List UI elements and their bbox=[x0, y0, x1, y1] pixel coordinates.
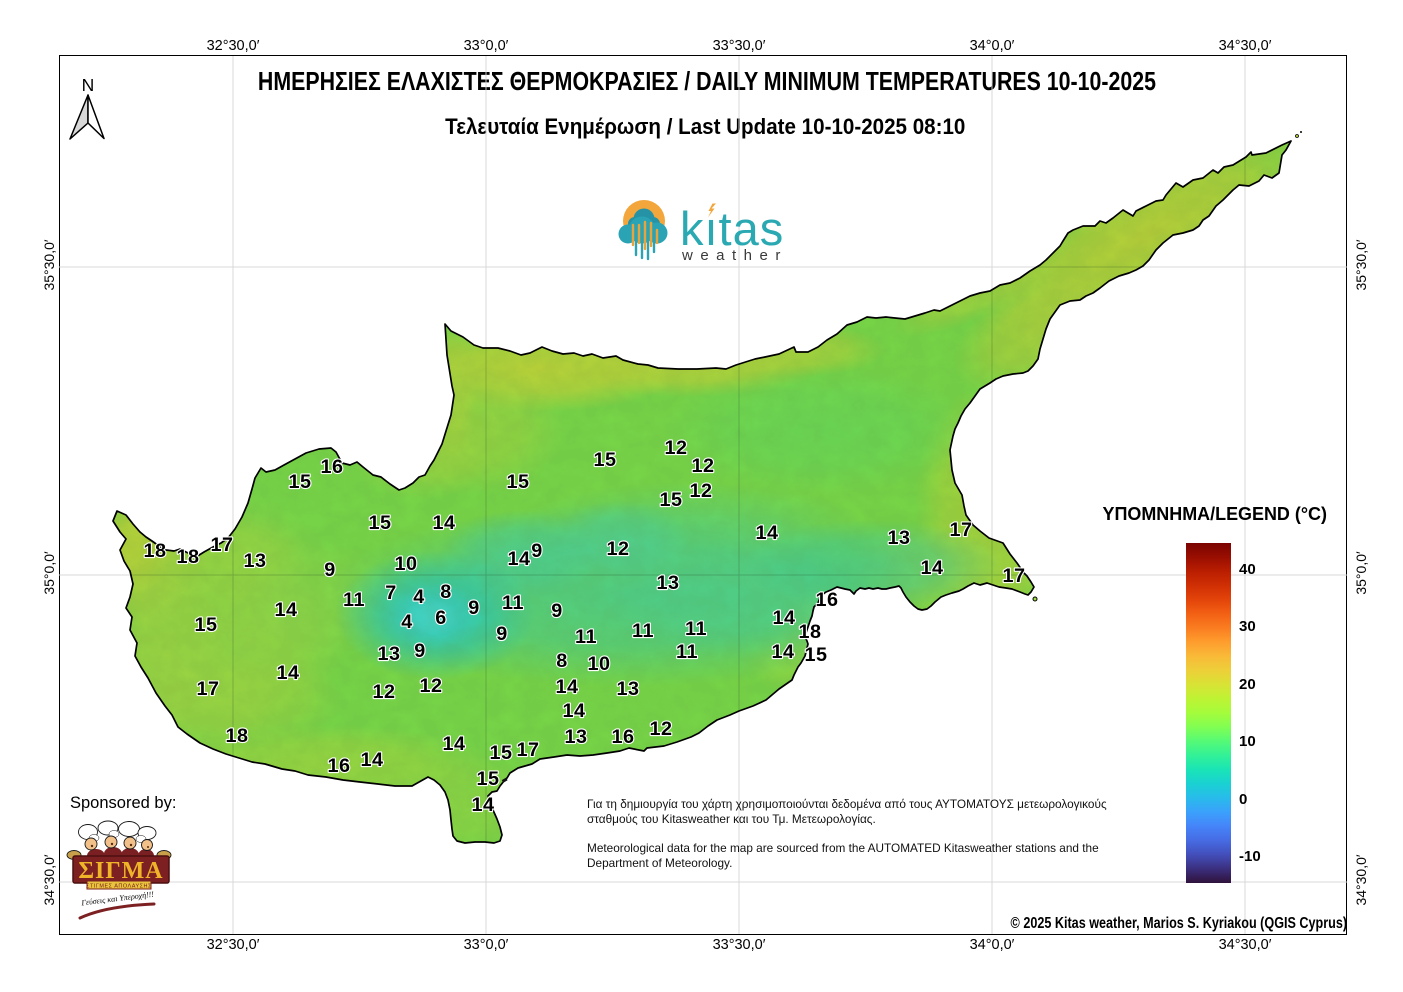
svg-text:9: 9 bbox=[324, 559, 336, 581]
svg-text:17: 17 bbox=[516, 739, 539, 761]
svg-text:10: 10 bbox=[394, 553, 417, 575]
svg-text:ΣΤΙΓΜΕΣ ΑΠΟΛΑΥΣΗΣ: ΣΤΙΓΜΕΣ ΑΠΟΛΑΥΣΗΣ bbox=[86, 884, 152, 890]
svg-text:11: 11 bbox=[575, 626, 597, 648]
svg-text:18: 18 bbox=[225, 725, 248, 747]
svg-text:8: 8 bbox=[440, 581, 452, 603]
svg-text:14: 14 bbox=[562, 700, 585, 722]
svg-text:12: 12 bbox=[372, 681, 395, 703]
svg-text:15: 15 bbox=[194, 614, 217, 636]
svg-text:4: 4 bbox=[401, 611, 413, 633]
svg-text:12: 12 bbox=[649, 718, 672, 740]
svg-text:16: 16 bbox=[327, 755, 350, 777]
svg-text:13: 13 bbox=[377, 643, 400, 665]
svg-text:13: 13 bbox=[656, 572, 679, 594]
svg-text:4: 4 bbox=[413, 586, 425, 608]
svg-text:12: 12 bbox=[419, 675, 442, 697]
svg-text:kıtas: kıtas bbox=[680, 202, 784, 255]
svg-text:14: 14 bbox=[442, 733, 465, 755]
svg-text:12: 12 bbox=[689, 480, 712, 502]
svg-text:15: 15 bbox=[804, 644, 827, 666]
svg-text:15: 15 bbox=[489, 742, 512, 764]
svg-text:11: 11 bbox=[676, 641, 698, 663]
svg-text:14: 14 bbox=[432, 512, 455, 534]
svg-text:14: 14 bbox=[920, 557, 943, 579]
svg-text:12: 12 bbox=[606, 538, 629, 560]
svg-text:14: 14 bbox=[555, 676, 578, 698]
svg-text:17: 17 bbox=[1002, 565, 1025, 587]
svg-text:16: 16 bbox=[320, 456, 343, 478]
svg-text:12: 12 bbox=[664, 437, 687, 459]
svg-text:6: 6 bbox=[435, 607, 447, 629]
svg-text:ΣΙΓΜΑ: ΣΙΓΜΑ bbox=[78, 858, 163, 884]
svg-text:13: 13 bbox=[616, 678, 639, 700]
svg-text:18: 18 bbox=[798, 621, 821, 643]
svg-text:18: 18 bbox=[176, 546, 199, 568]
svg-text:9: 9 bbox=[414, 640, 426, 662]
svg-text:15: 15 bbox=[659, 489, 682, 511]
svg-text:9: 9 bbox=[531, 540, 543, 562]
svg-text:9: 9 bbox=[551, 600, 563, 622]
svg-text:14: 14 bbox=[771, 641, 794, 663]
svg-text:18: 18 bbox=[143, 540, 166, 562]
svg-text:17: 17 bbox=[949, 519, 972, 541]
svg-text:11: 11 bbox=[685, 618, 707, 640]
svg-text:weather: weather bbox=[681, 247, 788, 264]
svg-text:14: 14 bbox=[276, 662, 299, 684]
svg-text:17: 17 bbox=[196, 678, 219, 700]
svg-text:17: 17 bbox=[210, 534, 233, 556]
svg-text:14: 14 bbox=[755, 522, 778, 544]
svg-text:14: 14 bbox=[360, 749, 383, 771]
svg-text:13: 13 bbox=[243, 550, 266, 572]
svg-text:N: N bbox=[82, 75, 95, 95]
svg-text:15: 15 bbox=[476, 768, 499, 790]
svg-text:9: 9 bbox=[496, 623, 508, 645]
svg-text:14: 14 bbox=[274, 599, 297, 621]
svg-text:12: 12 bbox=[691, 455, 714, 477]
svg-text:9: 9 bbox=[468, 597, 480, 619]
svg-text:13: 13 bbox=[564, 726, 587, 748]
svg-text:16: 16 bbox=[611, 726, 634, 748]
svg-text:13: 13 bbox=[887, 527, 910, 549]
svg-text:11: 11 bbox=[343, 589, 365, 611]
svg-text:14: 14 bbox=[772, 607, 795, 629]
svg-text:15: 15 bbox=[593, 449, 616, 471]
svg-text:8: 8 bbox=[556, 650, 568, 672]
svg-text:15: 15 bbox=[288, 471, 311, 493]
svg-text:16: 16 bbox=[815, 589, 838, 611]
svg-text:15: 15 bbox=[506, 471, 529, 493]
svg-text:11: 11 bbox=[632, 620, 654, 642]
svg-text:14: 14 bbox=[471, 794, 494, 816]
svg-text:7: 7 bbox=[385, 582, 397, 604]
svg-text:14: 14 bbox=[507, 548, 530, 570]
svg-text:15: 15 bbox=[368, 512, 391, 534]
svg-text:11: 11 bbox=[502, 592, 524, 614]
svg-text:10: 10 bbox=[587, 653, 610, 675]
